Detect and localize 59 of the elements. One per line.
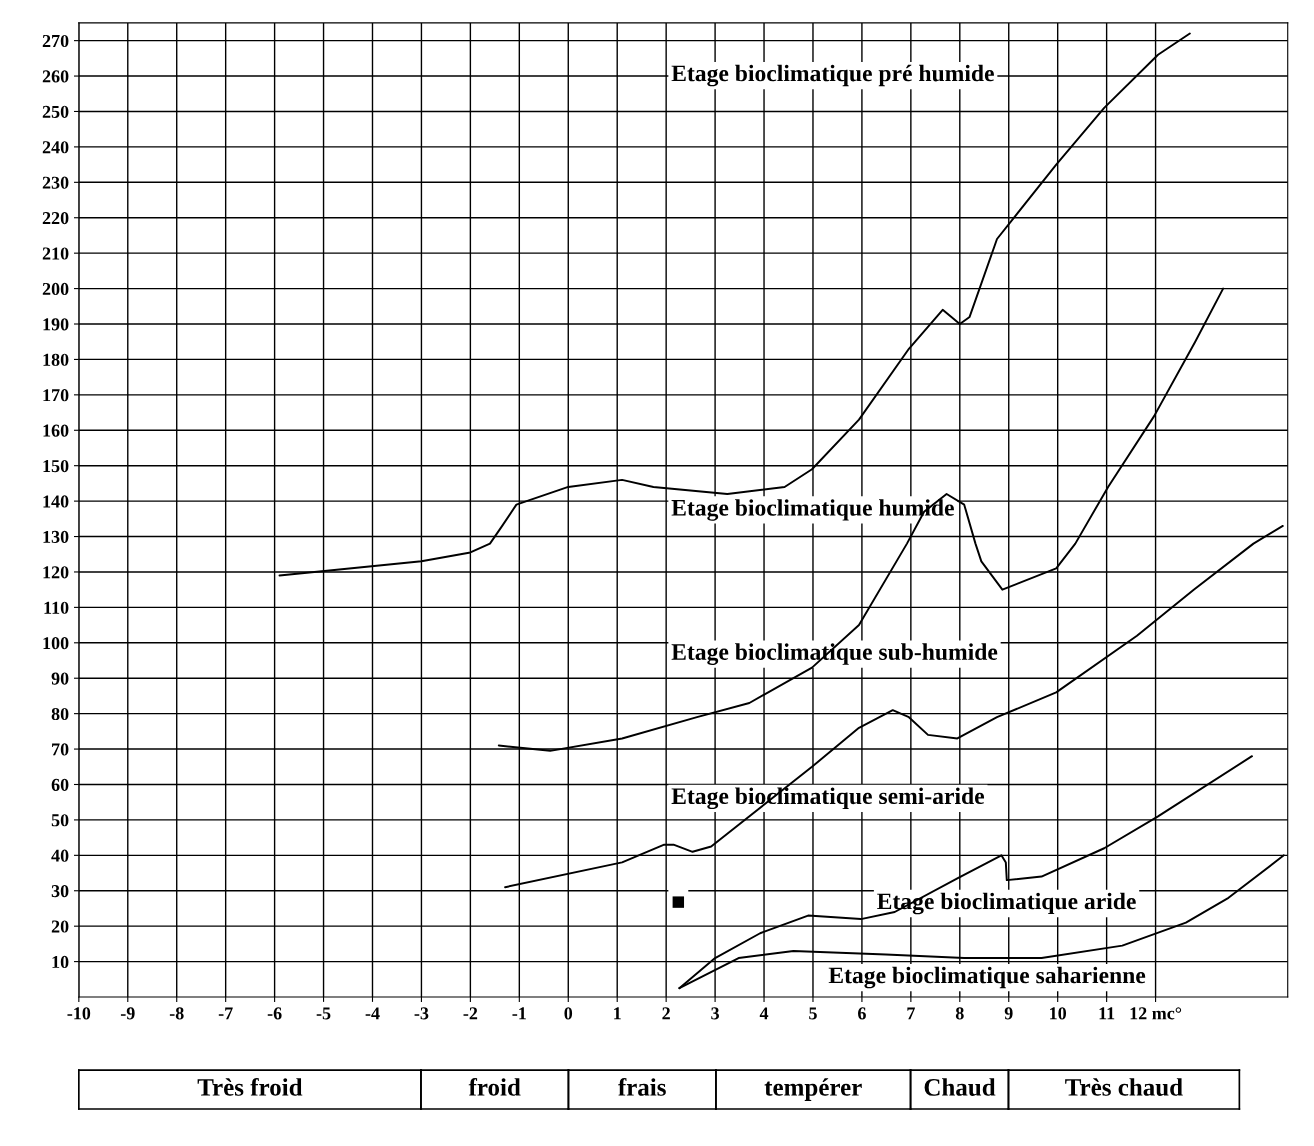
y-tick-label: 70 bbox=[52, 743, 69, 756]
x-tick-label: 0 bbox=[564, 1007, 573, 1020]
y-tick-label: 190 bbox=[43, 318, 69, 331]
y-tick-label: 210 bbox=[42, 247, 69, 260]
x-tick-label: -2 bbox=[463, 1007, 478, 1020]
x-tick-label: 9 bbox=[1004, 1007, 1013, 1020]
y-tick-label: 110 bbox=[44, 601, 69, 614]
text: Chaud bbox=[924, 1078, 996, 1096]
y-tick-label: 250 bbox=[42, 105, 69, 118]
y-tick-label: 140 bbox=[43, 495, 69, 508]
y-tick-label: 90 bbox=[51, 672, 69, 685]
x-tick-label: 3 bbox=[711, 1007, 719, 1020]
annotation: Etage bioclimatique saharienne bbox=[828, 966, 1146, 989]
y-tick-label: 60 bbox=[51, 778, 69, 791]
x-tick-label: 5 bbox=[809, 1007, 817, 1020]
x-tick-label: 10 bbox=[1050, 1007, 1067, 1020]
x-tick-label: -7 bbox=[218, 1007, 233, 1020]
x-tick-label: -3 bbox=[414, 1007, 429, 1020]
x-tick-label: 1 bbox=[614, 1007, 621, 1020]
annotation: Etage bioclimatique pré humide bbox=[671, 64, 994, 87]
annotation: ■ bbox=[672, 896, 685, 908]
x-tick-label: 12 mc° bbox=[1130, 1007, 1182, 1020]
text: frais bbox=[618, 1077, 666, 1096]
y-tick-label: 260 bbox=[42, 70, 69, 83]
x-tick-label: -10 bbox=[67, 1007, 91, 1020]
text: froid bbox=[468, 1077, 521, 1096]
x-tick-label: -9 bbox=[120, 1007, 135, 1020]
y-tick-label: 30 bbox=[51, 885, 69, 898]
y-tick-label: 10 bbox=[52, 955, 69, 969]
x-tick-label: 11 bbox=[1099, 1007, 1115, 1020]
y-tick-label: 20 bbox=[51, 920, 69, 933]
y-tick-label: 180 bbox=[43, 353, 69, 366]
x-tick-label: 8 bbox=[955, 1007, 964, 1020]
x-tick-label: -5 bbox=[316, 1007, 331, 1020]
y-tick-label: 100 bbox=[43, 637, 69, 650]
y-tick-label: 270 bbox=[42, 34, 69, 48]
y-tick-label: 80 bbox=[51, 707, 69, 721]
x-tick-label: 6 bbox=[858, 1007, 866, 1020]
y-tick-label: 230 bbox=[42, 176, 69, 189]
x-tick-label: -1 bbox=[512, 1007, 526, 1020]
x-tick-label: -4 bbox=[365, 1007, 380, 1020]
y-tick-label: 40 bbox=[51, 849, 69, 862]
text: tempérer bbox=[764, 1078, 862, 1101]
x-tick-label: 2 bbox=[662, 1007, 670, 1020]
text: Très froid bbox=[197, 1077, 303, 1096]
text: Très chaud bbox=[1065, 1078, 1183, 1096]
y-tick-label: 150 bbox=[43, 459, 69, 473]
y-tick-label: 130 bbox=[43, 530, 69, 543]
x-tick-label: 4 bbox=[759, 1007, 769, 1020]
y-tick-label: 200 bbox=[42, 282, 69, 296]
y-tick-label: 220 bbox=[42, 212, 69, 225]
y-tick-label: 160 bbox=[43, 424, 69, 437]
y-tick-label: 50 bbox=[51, 814, 69, 827]
y-tick-label: 120 bbox=[43, 566, 69, 579]
y-tick-label: 170 bbox=[43, 389, 69, 402]
y-tick-label: 240 bbox=[42, 141, 69, 154]
x-tick-label: -8 bbox=[169, 1007, 184, 1020]
x-tick-label: -6 bbox=[267, 1007, 282, 1020]
x-tick-label: 7 bbox=[907, 1007, 915, 1020]
